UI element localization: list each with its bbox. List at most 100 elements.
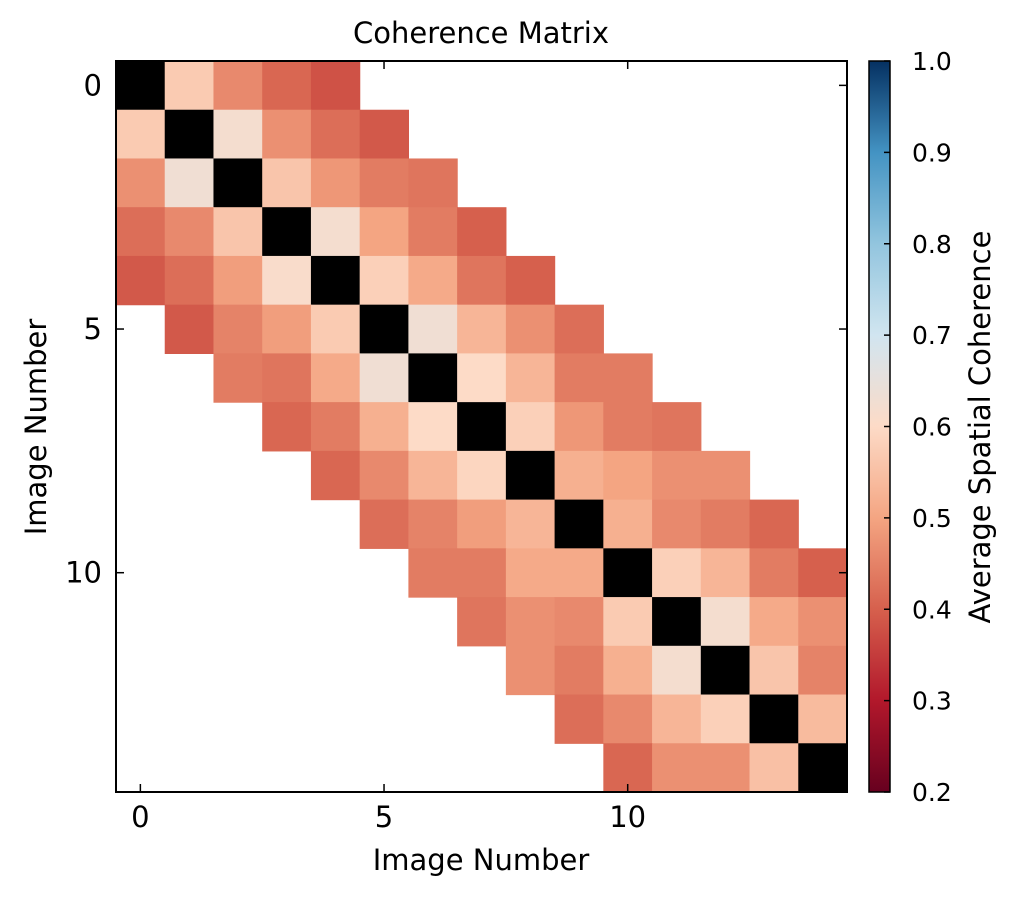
colorbar-tick-label: 0.3 [912, 687, 952, 716]
heatmap-cell [652, 645, 702, 696]
chart-title: Coherence Matrix [353, 16, 609, 50]
heatmap-cell [310, 158, 361, 208]
heatmap-cells [116, 61, 848, 793]
heatmap-cell [749, 548, 799, 598]
heatmap-cell [116, 255, 166, 306]
heatmap-cell [262, 255, 312, 306]
colorbar-tick-label: 0.7 [912, 321, 952, 350]
heatmap-cell [262, 61, 312, 111]
heatmap-cell [554, 645, 604, 696]
heatmap-cell [554, 694, 604, 744]
heatmap-cell [457, 255, 507, 306]
heatmap-cell [359, 402, 409, 452]
heatmap-cell [554, 450, 604, 501]
colorbar-tick-label: 0.9 [912, 138, 952, 167]
heatmap-cell [505, 402, 556, 452]
heatmap-cell [457, 304, 507, 354]
heatmap-cell [408, 548, 458, 598]
heatmap-cell [359, 109, 409, 160]
heatmap-cell [652, 499, 702, 549]
heatmap-cell [213, 255, 263, 306]
heatmap-cell [359, 450, 409, 501]
heatmap-cell [213, 207, 263, 257]
heatmap-cell [700, 597, 751, 647]
heatmap-diagonal-cell [116, 61, 166, 111]
heatmap-cell [408, 450, 458, 501]
heatmap-cell [457, 353, 507, 403]
heatmap-cell [408, 207, 458, 257]
heatmap-cell [457, 499, 507, 549]
heatmap-cell [359, 207, 409, 257]
heatmap-cell [652, 694, 702, 744]
heatmap-cell [798, 597, 848, 647]
heatmap-cell [164, 207, 215, 257]
heatmap-cell [749, 597, 799, 647]
heatmap-diagonal-cell [359, 304, 409, 354]
y-tick-label: 10 [65, 556, 102, 590]
heatmap-cell [310, 353, 361, 403]
heatmap-cell [457, 597, 507, 647]
heatmap-cell [749, 499, 799, 549]
heatmap-cell [505, 645, 556, 696]
heatmap-cell [310, 450, 361, 501]
heatmap-cell [457, 450, 507, 501]
heatmap-cell [554, 402, 604, 452]
heatmap-cell [603, 450, 653, 501]
heatmap-cell [457, 207, 507, 257]
heatmap-cell [700, 548, 751, 598]
heatmap-cell [262, 304, 312, 354]
colorbar-tick-label: 0.5 [912, 504, 952, 533]
heatmap-cell [749, 743, 799, 793]
heatmap-diagonal-cell [262, 207, 312, 257]
heatmap-cell [408, 158, 458, 208]
heatmap-cell [310, 207, 361, 257]
heatmap-cell [213, 109, 263, 160]
heatmap-cell [164, 61, 215, 111]
heatmap-cell [554, 304, 604, 354]
heatmap-cell [359, 353, 409, 403]
colorbar-tick-label: 0.6 [912, 413, 952, 442]
heatmap-cell [164, 158, 215, 208]
heatmap-diagonal-cell [554, 499, 604, 549]
heatmap-diagonal-cell [164, 109, 215, 160]
y-axis-label: Image Number [19, 319, 53, 536]
plot-area-frame [115, 60, 848, 793]
colorbar-tick-label: 0.2 [912, 778, 952, 807]
heatmap-cell [505, 548, 556, 598]
colorbar-tick-label: 1.0 [912, 47, 952, 76]
heatmap-cell [700, 499, 751, 549]
heatmap-diagonal-cell [700, 645, 751, 696]
heatmap-diagonal-cell [603, 548, 653, 598]
heatmap-cell [213, 304, 263, 354]
colorbar-label: Average Spatial Coherence [963, 231, 997, 624]
heatmap-cell [116, 207, 166, 257]
heatmap-cell [505, 353, 556, 403]
x-axis-label: Image Number [373, 843, 590, 877]
heatmap-cell [505, 597, 556, 647]
heatmap-cell [652, 743, 702, 793]
heatmap-diagonal-cell [652, 597, 702, 647]
heatmap-cell [554, 548, 604, 598]
x-tick-label: 10 [609, 800, 646, 834]
heatmap-cell [603, 597, 653, 647]
heatmap-cell [262, 109, 312, 160]
colorbar-ticks: 0.2 0.3 0.4 0.5 0.6 0.7 0.8 0.9 1.0 [884, 47, 952, 807]
heatmap-cell [554, 597, 604, 647]
heatmap-cell [310, 402, 361, 452]
heatmap-cell [262, 158, 312, 208]
heatmap-cell [603, 499, 653, 549]
heatmap-cell [603, 645, 653, 696]
heatmap-cell [457, 548, 507, 598]
colorbar-tick-label: 0.8 [912, 230, 952, 259]
heatmap-cell [603, 353, 653, 403]
heatmap-diagonal-cell [505, 450, 556, 501]
heatmap-cell [408, 255, 458, 306]
heatmap-cell [652, 402, 702, 452]
heatmap-cell [359, 158, 409, 208]
colorbar-tick-label: 0.4 [912, 595, 952, 624]
heatmap-cell [310, 109, 361, 160]
heatmap-cell [603, 694, 653, 744]
heatmap-cell [749, 645, 799, 696]
heatmap-diagonal-cell [457, 402, 507, 452]
